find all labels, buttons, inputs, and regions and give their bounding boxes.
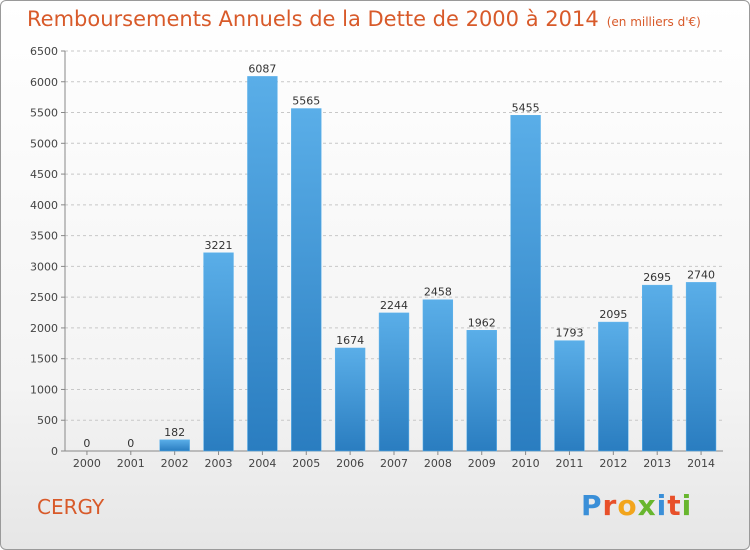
y-tick-label: 4000: [30, 199, 58, 212]
x-tick-label: 2005: [292, 457, 320, 470]
x-tick-label: 2001: [117, 457, 145, 470]
data-label: 2095: [599, 308, 627, 321]
data-label: 2458: [424, 286, 452, 299]
data-label: 1674: [336, 334, 364, 347]
y-tick-label: 6500: [30, 45, 58, 58]
x-tick-label: 2004: [248, 457, 276, 470]
bar-2009: [466, 330, 497, 452]
data-label: 6087: [248, 62, 276, 75]
value-labels: 0 0 182 3221 6087 5565 1674 2244 2458 1962 5455 179…: [83, 62, 715, 450]
logo-letter: o: [617, 489, 638, 522]
y-tick-label: 6000: [30, 76, 58, 89]
y-tick-label: 1500: [30, 353, 58, 366]
proxiti-logo: Proxiti: [581, 489, 692, 522]
bar-2013: [642, 284, 673, 452]
y-tick-label: 500: [37, 414, 58, 427]
bars: [159, 76, 717, 452]
y-tick-label: 3000: [30, 260, 58, 273]
x-tick-label: 2011: [555, 457, 583, 470]
chart-title: Remboursements Annuels de la Dette de 20…: [27, 7, 701, 31]
y-tick-label: 1000: [30, 383, 58, 396]
data-label: 182: [164, 426, 185, 439]
x-tick-label: 2007: [380, 457, 408, 470]
logo-letter: i: [681, 489, 693, 522]
logo-letter: P: [581, 489, 603, 522]
bar-2003: [203, 252, 234, 452]
x-tick-label: 2014: [687, 457, 715, 470]
logo-letter: i: [656, 489, 668, 522]
y-tick-label: 5500: [30, 107, 58, 120]
x-tick-label: 2012: [599, 457, 627, 470]
data-label: 2695: [643, 271, 671, 284]
bar-2014: [685, 282, 717, 452]
logo-letter: r: [602, 489, 618, 522]
data-label: 3221: [205, 239, 233, 252]
data-label: 1793: [555, 327, 583, 340]
data-label: 0: [83, 437, 90, 450]
bar-2006: [334, 347, 366, 452]
bar-2004: [247, 76, 278, 452]
x-tick-label: 2003: [205, 457, 233, 470]
x-tick-label: 2009: [468, 457, 496, 470]
x-tick-label: 2010: [512, 457, 540, 470]
logo-letter: t: [667, 489, 682, 522]
y-tick-label: 5000: [30, 137, 58, 150]
bar-2012: [598, 321, 629, 452]
y-tick-label: 2000: [30, 322, 58, 335]
y-tick-label: 4500: [30, 168, 58, 181]
logo-letter: x: [637, 489, 657, 522]
y-tick-label: 2500: [30, 291, 58, 304]
data-label: 1962: [468, 316, 496, 329]
city-label: CERGY: [37, 495, 105, 519]
data-label: 2740: [687, 268, 715, 281]
y-tick-label: 0: [51, 445, 58, 458]
x-tick-label: 2002: [161, 457, 189, 470]
data-label: 2244: [380, 299, 408, 312]
data-label: 0: [127, 437, 134, 450]
x-tick-label: 2006: [336, 457, 364, 470]
x-tick-label: 2013: [643, 457, 671, 470]
bar-2008: [422, 299, 454, 452]
bar-2011: [554, 340, 585, 452]
chart-title-text: Remboursements Annuels de la Dette de 20…: [27, 7, 599, 31]
bar-2005: [291, 108, 322, 452]
data-label: 5455: [512, 101, 540, 114]
bar-2010: [510, 115, 541, 452]
data-label: 5565: [292, 95, 320, 108]
chart-subtitle: (en milliers d'€): [606, 15, 701, 29]
y-tick-label: 3500: [30, 230, 58, 243]
bar-2002: [159, 439, 190, 452]
x-tick-label: 2000: [73, 457, 101, 470]
x-tick-label: 2008: [424, 457, 452, 470]
bar-2007: [378, 312, 410, 452]
